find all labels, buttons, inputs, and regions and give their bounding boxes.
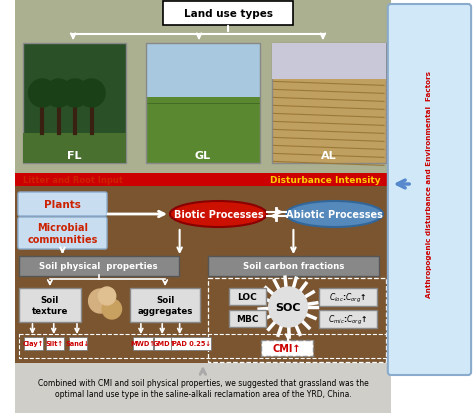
Circle shape xyxy=(62,80,89,108)
Text: Microbial
communities: Microbial communities xyxy=(27,223,98,244)
Text: MBC: MBC xyxy=(236,314,259,323)
Text: Soil
texture: Soil texture xyxy=(32,296,68,315)
FancyBboxPatch shape xyxy=(23,44,127,164)
Text: Land use types: Land use types xyxy=(183,9,273,19)
FancyBboxPatch shape xyxy=(15,363,391,413)
Polygon shape xyxy=(15,173,391,187)
Text: Silt↑: Silt↑ xyxy=(46,340,64,346)
Text: Combined with CMI and soil physical properties, we suggested that grassland was : Combined with CMI and soil physical prop… xyxy=(37,377,368,399)
Text: PAD 0.25↓: PAD 0.25↓ xyxy=(172,340,211,346)
Text: $C_{mic}$:$C_{org}$↑: $C_{mic}$:$C_{org}$↑ xyxy=(328,313,368,326)
Text: GL: GL xyxy=(195,151,211,161)
FancyBboxPatch shape xyxy=(133,337,153,350)
FancyBboxPatch shape xyxy=(24,337,43,350)
FancyBboxPatch shape xyxy=(388,5,471,375)
Text: Biotic Processes: Biotic Processes xyxy=(173,209,263,219)
FancyBboxPatch shape xyxy=(146,98,260,164)
Text: Anthropogenic disturbance and Environmental  Factors: Anthropogenic disturbance and Environmen… xyxy=(427,71,432,298)
FancyBboxPatch shape xyxy=(172,337,211,350)
Text: $C_{loc}$:$C_{org}$↑: $C_{loc}$:$C_{org}$↑ xyxy=(329,291,367,304)
FancyBboxPatch shape xyxy=(46,337,64,350)
FancyBboxPatch shape xyxy=(130,288,200,322)
FancyBboxPatch shape xyxy=(319,310,377,328)
Circle shape xyxy=(78,80,105,108)
Text: Disturbance Intensity: Disturbance Intensity xyxy=(271,176,381,185)
Text: Soil physical  properties: Soil physical properties xyxy=(39,262,158,271)
FancyBboxPatch shape xyxy=(19,288,81,322)
FancyBboxPatch shape xyxy=(146,44,260,110)
FancyBboxPatch shape xyxy=(319,288,377,306)
FancyBboxPatch shape xyxy=(19,256,179,276)
FancyBboxPatch shape xyxy=(229,310,266,327)
Text: CMI↑: CMI↑ xyxy=(273,343,301,353)
FancyBboxPatch shape xyxy=(69,337,87,350)
Circle shape xyxy=(269,287,308,327)
FancyBboxPatch shape xyxy=(18,218,107,249)
FancyBboxPatch shape xyxy=(272,44,386,164)
Text: Sand↓: Sand↓ xyxy=(66,340,90,346)
Circle shape xyxy=(28,80,55,108)
Circle shape xyxy=(89,289,112,313)
Text: Plants: Plants xyxy=(44,199,81,209)
Circle shape xyxy=(45,80,72,108)
Text: GMD↑: GMD↑ xyxy=(153,340,176,346)
FancyBboxPatch shape xyxy=(23,134,127,164)
Text: Litter and Root Input: Litter and Root Input xyxy=(23,176,123,185)
FancyBboxPatch shape xyxy=(163,2,293,26)
Ellipse shape xyxy=(170,202,267,228)
FancyBboxPatch shape xyxy=(15,187,391,388)
Text: SOC: SOC xyxy=(275,302,301,312)
Text: LOC: LOC xyxy=(237,292,257,301)
Text: Soil carbon fractions: Soil carbon fractions xyxy=(243,262,344,271)
FancyBboxPatch shape xyxy=(18,192,107,216)
FancyBboxPatch shape xyxy=(229,288,266,305)
FancyBboxPatch shape xyxy=(272,44,386,80)
Text: MWD↑: MWD↑ xyxy=(130,340,155,346)
Circle shape xyxy=(102,299,121,319)
Text: AL: AL xyxy=(321,151,337,161)
Ellipse shape xyxy=(286,202,383,228)
Text: FL: FL xyxy=(67,151,82,161)
FancyBboxPatch shape xyxy=(208,256,379,276)
FancyBboxPatch shape xyxy=(154,337,174,350)
Circle shape xyxy=(98,287,116,305)
Text: Clay↑: Clay↑ xyxy=(23,340,44,346)
Text: Abiotic Processes: Abiotic Processes xyxy=(286,209,383,219)
Text: Soil
aggregates: Soil aggregates xyxy=(137,296,193,315)
FancyBboxPatch shape xyxy=(15,173,391,187)
FancyBboxPatch shape xyxy=(261,340,313,356)
FancyBboxPatch shape xyxy=(15,0,391,175)
